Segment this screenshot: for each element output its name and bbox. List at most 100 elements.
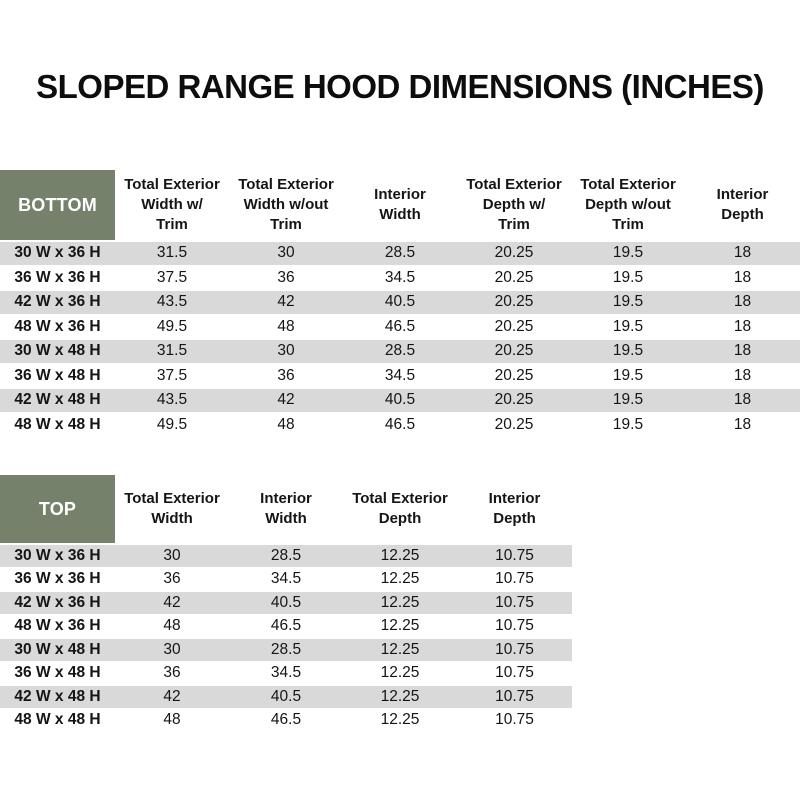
row-label: 48 W x 48 H bbox=[0, 709, 115, 733]
cell: 28.5 bbox=[343, 242, 457, 267]
cell: 34.5 bbox=[229, 568, 343, 592]
row-label: 30 W x 48 H bbox=[0, 639, 115, 663]
top-corner-label: TOP bbox=[0, 475, 115, 545]
cell: 19.5 bbox=[571, 315, 685, 340]
table-row: 42 W x 36 H 42 40.5 12.25 10.75 bbox=[0, 592, 572, 616]
cell: 10.75 bbox=[457, 662, 572, 686]
row-label: 42 W x 48 H bbox=[0, 686, 115, 710]
cell: 18 bbox=[685, 389, 800, 414]
cell: 12.25 bbox=[343, 709, 457, 733]
page-title: SLOPED RANGE HOOD DIMENSIONS (INCHES) bbox=[36, 68, 764, 105]
cell: 43.5 bbox=[115, 389, 229, 414]
cell: 19.5 bbox=[571, 291, 685, 316]
cell: 31.5 bbox=[115, 242, 229, 267]
cell: 48 bbox=[229, 413, 343, 438]
cell: 12.25 bbox=[343, 592, 457, 616]
table-row: 48 W x 48 H 48 46.5 12.25 10.75 bbox=[0, 709, 572, 733]
table-row: 30 W x 48 H 30 28.5 12.25 10.75 bbox=[0, 639, 572, 663]
cell: 12.25 bbox=[343, 639, 457, 663]
cell: 18 bbox=[685, 315, 800, 340]
top-header-row: TOP Total Exterior Width Interior Width … bbox=[0, 475, 572, 545]
column-header-interior-width: Interior Width bbox=[229, 475, 343, 545]
table-row: 36 W x 36 H 37.5 36 34.5 20.25 19.5 18 bbox=[0, 266, 800, 291]
bottom-corner-label: BOTTOM bbox=[0, 170, 115, 242]
row-label: 36 W x 36 H bbox=[0, 266, 115, 291]
column-header-interior-depth: Interior Depth bbox=[685, 170, 800, 242]
cell: 40.5 bbox=[343, 291, 457, 316]
cell: 20.25 bbox=[457, 242, 571, 267]
cell: 20.25 bbox=[457, 364, 571, 389]
row-label: 36 W x 36 H bbox=[0, 568, 115, 592]
cell: 48 bbox=[115, 615, 229, 639]
cell: 10.75 bbox=[457, 639, 572, 663]
cell: 49.5 bbox=[115, 315, 229, 340]
cell: 18 bbox=[685, 291, 800, 316]
cell: 49.5 bbox=[115, 413, 229, 438]
table-row: 48 W x 36 H 49.5 48 46.5 20.25 19.5 18 bbox=[0, 315, 800, 340]
bottom-dimensions-table: BOTTOM Total Exterior Width w/ Trim Tota… bbox=[0, 170, 800, 438]
cell: 20.25 bbox=[457, 266, 571, 291]
cell: 10.75 bbox=[457, 709, 572, 733]
cell: 20.25 bbox=[457, 389, 571, 414]
table-row: 36 W x 48 H 36 34.5 12.25 10.75 bbox=[0, 662, 572, 686]
column-header-ext-width-trim: Total Exterior Width w/ Trim bbox=[115, 170, 229, 242]
cell: 10.75 bbox=[457, 568, 572, 592]
cell: 36 bbox=[229, 266, 343, 291]
cell: 46.5 bbox=[229, 709, 343, 733]
column-header-ext-width-no-trim: Total Exterior Width w/out Trim bbox=[229, 170, 343, 242]
row-label: 30 W x 48 H bbox=[0, 340, 115, 365]
cell: 18 bbox=[685, 266, 800, 291]
row-label: 48 W x 36 H bbox=[0, 615, 115, 639]
cell: 46.5 bbox=[343, 315, 457, 340]
table-row: 48 W x 36 H 48 46.5 12.25 10.75 bbox=[0, 615, 572, 639]
cell: 19.5 bbox=[571, 266, 685, 291]
row-label: 42 W x 48 H bbox=[0, 389, 115, 414]
table-row: 30 W x 36 H 30 28.5 12.25 10.75 bbox=[0, 545, 572, 569]
cell: 19.5 bbox=[571, 364, 685, 389]
top-dimensions-table: TOP Total Exterior Width Interior Width … bbox=[0, 475, 572, 733]
cell: 12.25 bbox=[343, 662, 457, 686]
cell: 30 bbox=[115, 639, 229, 663]
cell: 31.5 bbox=[115, 340, 229, 365]
column-header-ext-depth-trim: Total Exterior Depth w/ Trim bbox=[457, 170, 571, 242]
cell: 19.5 bbox=[571, 389, 685, 414]
cell: 43.5 bbox=[115, 291, 229, 316]
cell: 20.25 bbox=[457, 340, 571, 365]
cell: 42 bbox=[115, 592, 229, 616]
cell: 20.25 bbox=[457, 413, 571, 438]
cell: 12.25 bbox=[343, 615, 457, 639]
cell: 18 bbox=[685, 340, 800, 365]
table-row: 48 W x 48 H 49.5 48 46.5 20.25 19.5 18 bbox=[0, 413, 800, 438]
table-row: 42 W x 48 H 42 40.5 12.25 10.75 bbox=[0, 686, 572, 710]
cell: 48 bbox=[115, 709, 229, 733]
cell: 10.75 bbox=[457, 615, 572, 639]
row-label: 30 W x 36 H bbox=[0, 545, 115, 569]
cell: 34.5 bbox=[229, 662, 343, 686]
cell: 46.5 bbox=[229, 615, 343, 639]
row-label: 30 W x 36 H bbox=[0, 242, 115, 267]
cell: 30 bbox=[229, 242, 343, 267]
cell: 19.5 bbox=[571, 413, 685, 438]
cell: 19.5 bbox=[571, 242, 685, 267]
cell: 12.25 bbox=[343, 568, 457, 592]
table-row: 30 W x 36 H 31.5 30 28.5 20.25 19.5 18 bbox=[0, 242, 800, 267]
cell: 37.5 bbox=[115, 266, 229, 291]
cell: 10.75 bbox=[457, 545, 572, 569]
row-label: 36 W x 48 H bbox=[0, 662, 115, 686]
column-header-ext-depth-no-trim: Total Exterior Depth w/out Trim bbox=[571, 170, 685, 242]
row-label: 48 W x 36 H bbox=[0, 315, 115, 340]
column-header-ext-width: Total Exterior Width bbox=[115, 475, 229, 545]
cell: 12.25 bbox=[343, 686, 457, 710]
table-row: 36 W x 48 H 37.5 36 34.5 20.25 19.5 18 bbox=[0, 364, 800, 389]
table-row: 42 W x 36 H 43.5 42 40.5 20.25 19.5 18 bbox=[0, 291, 800, 316]
cell: 18 bbox=[685, 242, 800, 267]
cell: 46.5 bbox=[343, 413, 457, 438]
cell: 18 bbox=[685, 364, 800, 389]
cell: 20.25 bbox=[457, 315, 571, 340]
table-row: 36 W x 36 H 36 34.5 12.25 10.75 bbox=[0, 568, 572, 592]
cell: 18 bbox=[685, 413, 800, 438]
cell: 42 bbox=[115, 686, 229, 710]
cell: 40.5 bbox=[343, 389, 457, 414]
cell: 19.5 bbox=[571, 340, 685, 365]
cell: 36 bbox=[115, 662, 229, 686]
